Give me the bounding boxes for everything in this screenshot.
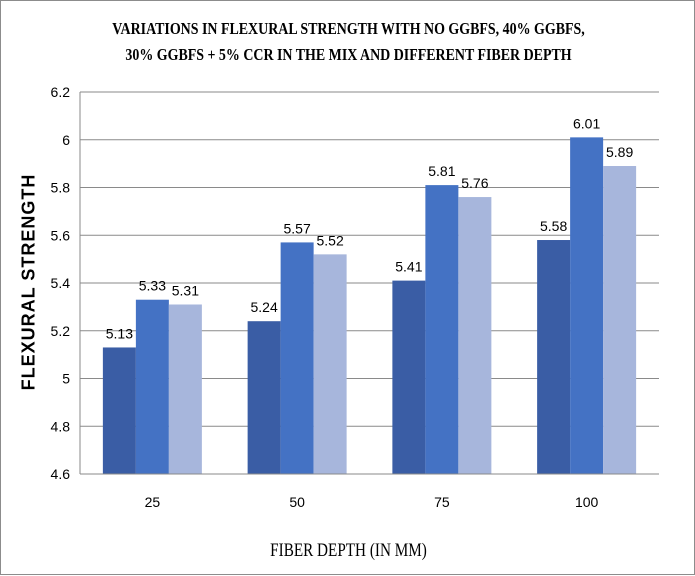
x-tick-label: 50 (289, 494, 305, 510)
x-tick-label: 75 (434, 494, 450, 510)
bar (603, 166, 637, 474)
chart-title-line-1: VARIATIONS IN FLEXURAL STRENGTH WITH NO … (112, 19, 585, 38)
data-label: 5.58 (540, 218, 567, 234)
data-label: 5.89 (606, 144, 633, 160)
y-tick-label: 4.8 (51, 418, 71, 434)
data-label: 5.13 (106, 325, 133, 341)
bar (313, 254, 347, 474)
bar (280, 242, 314, 474)
y-tick-label: 4.6 (51, 466, 71, 482)
bar (537, 240, 571, 474)
axes (79, 92, 659, 475)
y-tick-label: 5.8 (51, 180, 71, 196)
data-label: 6.01 (573, 115, 600, 131)
bar (392, 280, 426, 474)
x-axis-label: FIBER DEPTH (IN MM) (270, 540, 427, 561)
data-label: 5.33 (139, 278, 166, 294)
bars (102, 137, 637, 475)
y-tick-label: 5.2 (51, 323, 71, 339)
data-label: 5.24 (251, 299, 278, 315)
bar (247, 321, 281, 474)
x-tick-label: 25 (145, 494, 161, 510)
bar (135, 299, 169, 474)
y-tick-label: 6 (62, 132, 70, 148)
data-label: 5.76 (461, 175, 488, 191)
x-tick-label: 100 (575, 494, 599, 510)
chart-title-line-2: 30% GGBFS + 5% CCR IN THE MIX AND DIFFER… (125, 45, 572, 64)
labels: 4.6 4.8 5 5.2 5.4 5.6 5.8 6 6.2 5.13 5.33 5.31 25 5.2… (51, 84, 634, 510)
bar (570, 137, 604, 475)
data-label: 5.41 (395, 259, 422, 275)
data-label: 5.81 (428, 163, 455, 179)
data-label: 5.57 (284, 220, 311, 236)
y-tick-label: 5.6 (51, 227, 71, 243)
y-tick-label: 6.2 (51, 84, 71, 100)
bar (425, 185, 459, 475)
bar (168, 304, 202, 474)
bar (102, 347, 136, 474)
data-label: 5.52 (317, 232, 344, 248)
y-tick-label: 5.4 (51, 275, 71, 291)
bar (458, 197, 492, 475)
data-label: 5.31 (172, 282, 199, 298)
y-tick-label: 5 (62, 371, 70, 387)
